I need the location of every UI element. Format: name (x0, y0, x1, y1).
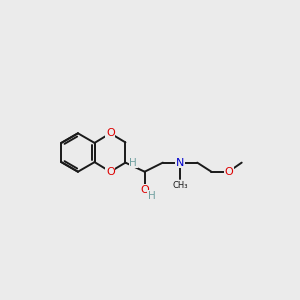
Text: O: O (106, 167, 115, 177)
Text: O: O (140, 185, 149, 195)
Text: O: O (224, 167, 233, 177)
Text: N: N (176, 158, 184, 168)
Text: O: O (106, 128, 115, 138)
Text: H: H (129, 158, 137, 168)
Text: CH₃: CH₃ (172, 181, 188, 190)
Text: H: H (148, 190, 156, 201)
